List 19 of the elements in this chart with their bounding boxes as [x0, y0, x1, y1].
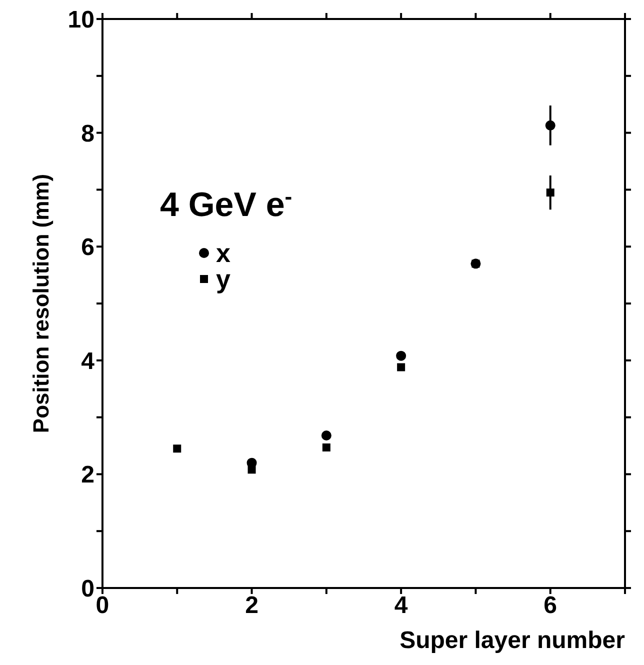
y-tick-label: 4 [81, 348, 96, 375]
point [321, 430, 332, 441]
y-tick-label: 6 [81, 234, 94, 262]
point [546, 188, 554, 197]
y-axis-title: Position resolution (mm) [28, 174, 54, 434]
x-tick-label: 2 [245, 592, 258, 620]
point [396, 350, 406, 361]
x-axis-title: Super layer number [400, 627, 625, 654]
y-tick-label: 2 [81, 462, 94, 489]
point [322, 443, 330, 452]
point [545, 120, 556, 130]
x-tick-label: 6 [544, 592, 558, 620]
annotation: 4 GeV e$^{-}$ [160, 184, 292, 224]
y-tick-label: 8 [81, 120, 94, 148]
point [173, 444, 182, 453]
point [248, 466, 256, 474]
point [397, 363, 406, 372]
x-tick-label: 4 [394, 592, 408, 620]
y-tick-label: 10 [68, 6, 94, 34]
